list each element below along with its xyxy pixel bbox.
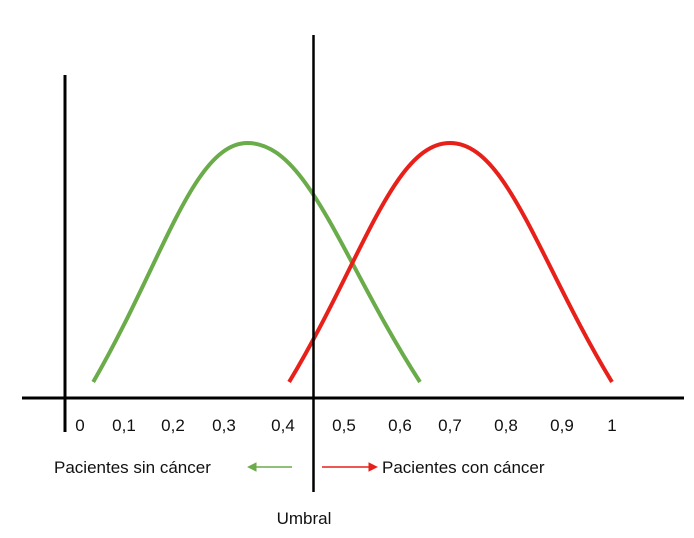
x-tick-label: 0,4 — [271, 416, 295, 435]
curve-pacientes-sin-cancer — [91, 140, 422, 384]
x-tick-label: 0 — [75, 416, 84, 435]
x-tick-label: 0,6 — [388, 416, 412, 435]
x-tick-label: 1 — [607, 416, 616, 435]
x-tick-label: 0,7 — [438, 416, 462, 435]
x-tick-label: 0,1 — [112, 416, 136, 435]
threshold-label: Umbral — [277, 509, 332, 528]
legend-sin-cancer-label: Pacientes sin cáncer — [54, 458, 211, 477]
x-tick-label: 0,3 — [212, 416, 236, 435]
x-tick-label: 0,9 — [550, 416, 574, 435]
x-tick-label: 0,8 — [494, 416, 518, 435]
legend-con-cancer-label: Pacientes con cáncer — [382, 458, 545, 477]
x-tick-label: 0,5 — [332, 416, 356, 435]
x-axis-tick-labels: 0 0,1 0,2 0,3 0,4 0,5 0,6 0,7 0,8 0,9 1 — [75, 416, 616, 435]
x-tick-label: 0,2 — [161, 416, 185, 435]
curve-pacientes-con-cancer — [287, 140, 614, 384]
